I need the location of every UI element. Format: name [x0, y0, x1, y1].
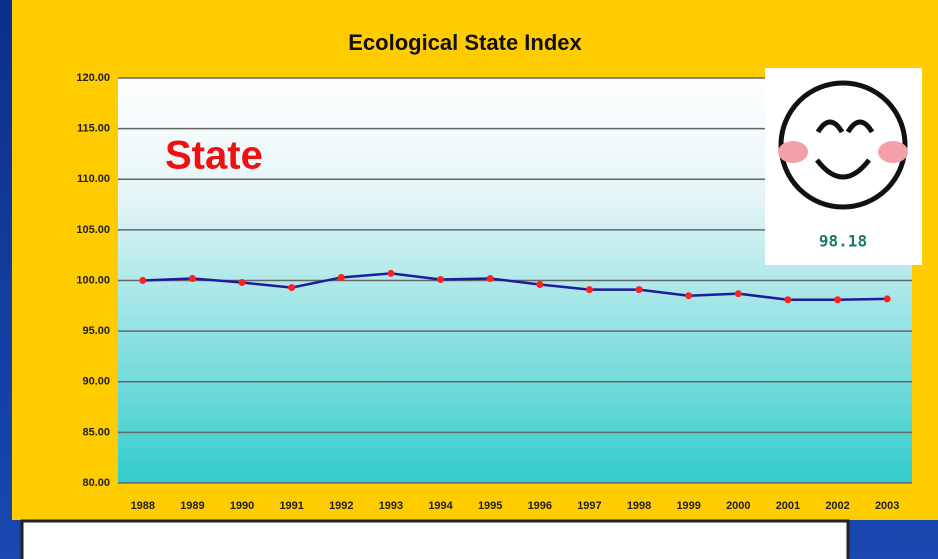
y-tick-label: 120.00: [76, 72, 110, 84]
point: [834, 296, 842, 304]
y-tick-label: 100.00: [76, 274, 110, 286]
x-tick-label: 1996: [528, 500, 552, 512]
point: [188, 274, 196, 282]
x-tick-label: 1990: [230, 500, 254, 512]
badge-value: 98.18: [819, 232, 867, 251]
y-tick-label: 90.00: [82, 376, 110, 388]
next-panel: [20, 519, 850, 559]
point: [685, 292, 693, 300]
x-tick-label: 2002: [825, 500, 849, 512]
x-tick-label: 1994: [428, 500, 453, 512]
point: [883, 295, 891, 303]
smiley-mouth: [815, 158, 871, 180]
badge-box: [765, 68, 922, 265]
x-tick-label: 1997: [577, 500, 601, 512]
point: [238, 279, 246, 287]
point: [139, 277, 147, 284]
y-tick-label: 85.00: [82, 426, 110, 438]
point: [536, 281, 544, 289]
x-tick-label: 2000: [726, 500, 750, 512]
x-tick-label: 2003: [875, 500, 899, 512]
point: [288, 284, 296, 292]
point: [337, 273, 345, 281]
point: [486, 274, 494, 282]
x-tick-label: 1992: [329, 500, 353, 512]
y-tick-label: 95.00: [82, 325, 110, 337]
smiley-cheek: [878, 141, 908, 163]
x-tick-label: 1991: [279, 500, 303, 512]
series-line: [142, 272, 888, 301]
x-tick-label: 1988: [131, 500, 155, 512]
point: [437, 275, 445, 283]
x-tick-label: 1998: [627, 500, 651, 512]
x-tick-label: 2001: [776, 500, 800, 512]
smiley-eyes: [815, 119, 875, 134]
point: [635, 286, 643, 294]
x-tick-label: 1999: [676, 500, 700, 512]
y-tick-label: 80.00: [82, 477, 110, 489]
chart-title: Ecological State Index: [348, 30, 582, 55]
point: [784, 296, 792, 304]
annotation: State: [165, 134, 263, 178]
badge: 98.18: [765, 68, 922, 265]
x-tick-label: 1989: [180, 500, 204, 512]
smiley-cheek: [778, 141, 808, 163]
y-tick-label: 105.00: [76, 224, 110, 236]
point: [585, 286, 593, 294]
smiley-face: [778, 80, 908, 210]
point: [387, 269, 395, 277]
x-tick-label: 1993: [379, 500, 403, 512]
y-tick-label: 110.00: [77, 173, 110, 185]
y-tick-label: 115.00: [77, 123, 110, 135]
x-tick-label: 1995: [478, 500, 502, 512]
point: [734, 290, 742, 298]
